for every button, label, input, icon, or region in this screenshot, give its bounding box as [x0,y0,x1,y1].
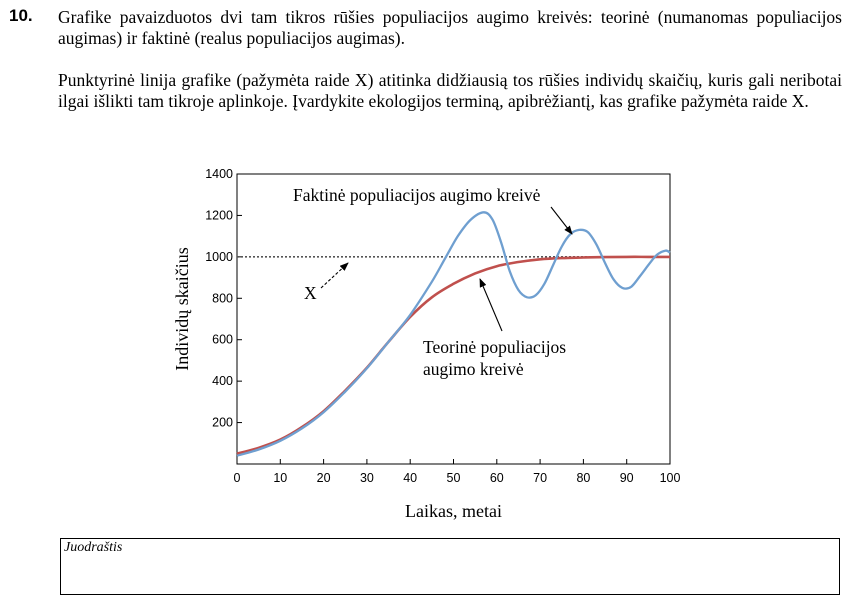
y-tick-label: 1200 [205,208,233,222]
x-axis-title: Laikas, metai [405,501,502,521]
annotation-actual-label: Faktinė populiacijos augimo kreivė [293,185,541,205]
draft-label: Juodraštis [64,540,123,555]
x-tick-label: 80 [576,471,590,485]
y-tick-label: 200 [212,416,233,430]
y-tick-label: 1400 [205,167,233,181]
question-intro: Grafike pavaizduotos dvi tam tikros rūši… [58,7,842,48]
x-tick-label: 10 [273,471,287,485]
x-tick-label: 70 [533,471,547,485]
y-tick-label: 400 [212,374,233,388]
x-tick-label: 90 [620,471,634,485]
x-tick-label: 100 [660,471,681,485]
x-tick-label: 60 [490,471,504,485]
annotation-x-arrow [320,262,349,289]
x-tick-label: 30 [360,471,374,485]
question-prompt: Punktyrinė linija grafike (pažymėta raid… [58,70,842,111]
population-growth-chart: 200 400 600 800 1000 1200 1400 0 10 20 30 40 50 60 70 8… [172,167,681,521]
y-tick-label: 600 [212,333,233,347]
y-tick-label: 800 [212,291,233,305]
question-number: 10. [9,6,33,25]
x-tick-label: 50 [447,471,461,485]
annotation-x-label: X [304,283,317,303]
annotation-theoretical-label: Teorinė populiacijos augimo kreivė [423,337,566,379]
x-tick-label: 20 [317,471,331,485]
y-axis-title: Individų skaičius [172,247,192,371]
draft-box[interactable]: Juodraštis [60,538,840,595]
y-tick-label: 1000 [205,250,233,264]
plot-frame [236,173,671,465]
annotation-theoretical-arrow [479,278,503,332]
annotation-actual-arrow [550,206,573,235]
actual-curve [236,211,671,457]
x-tick-label: 40 [403,471,417,485]
x-tick-label: 0 [234,471,241,485]
